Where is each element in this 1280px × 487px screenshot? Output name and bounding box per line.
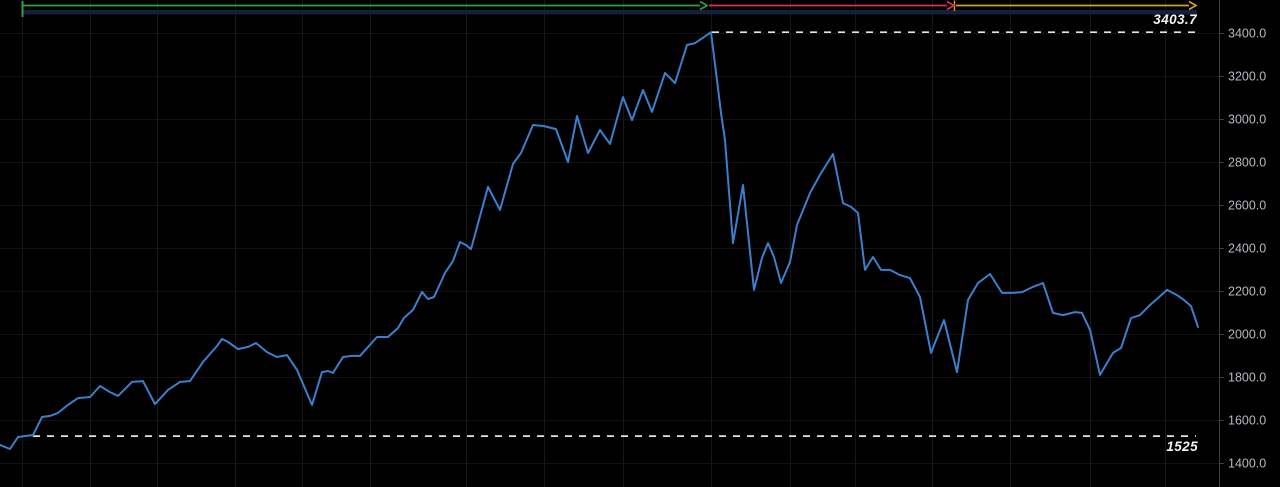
range-segment-green-arrow-icon xyxy=(699,0,709,11)
y-axis-tick-label: 3200.0 xyxy=(1228,70,1266,84)
position-range-bars[interactable] xyxy=(21,0,1198,18)
y-axis-tick-label: 3400.0 xyxy=(1228,27,1266,41)
range-segment-red-arrow-icon xyxy=(946,0,956,11)
y-axis-tick-label: 2400.0 xyxy=(1228,242,1266,256)
y-axis-tick-label: 2000.0 xyxy=(1228,328,1266,342)
y-axis-tick-label: 1600.0 xyxy=(1228,414,1266,428)
y-axis[interactable]: 3400.0 3200.0 3000.0 2800.0 2600.0 2400.0 2200… xyxy=(1219,0,1266,487)
price-level-label-low[interactable]: 1525 xyxy=(1166,439,1198,455)
y-axis-tick-label: 2600.0 xyxy=(1228,199,1266,213)
range-segment-yellow-arrow-icon xyxy=(1188,0,1198,11)
y-axis-tick-label: 2200.0 xyxy=(1228,285,1266,299)
price-level-label-high[interactable]: 3403.7 xyxy=(1153,12,1197,28)
price-level-lines[interactable] xyxy=(33,31,1196,437)
price-line-series[interactable] xyxy=(0,31,1199,450)
gridlines xyxy=(0,0,1219,487)
y-axis-tick-label: 1800.0 xyxy=(1228,371,1266,385)
y-axis-tick-label: 3000.0 xyxy=(1228,113,1266,127)
range-underlay-bar[interactable] xyxy=(22,10,1197,15)
y-axis-tick-label: 1400.0 xyxy=(1228,457,1266,471)
y-axis-tick-label: 2800.0 xyxy=(1228,156,1266,170)
